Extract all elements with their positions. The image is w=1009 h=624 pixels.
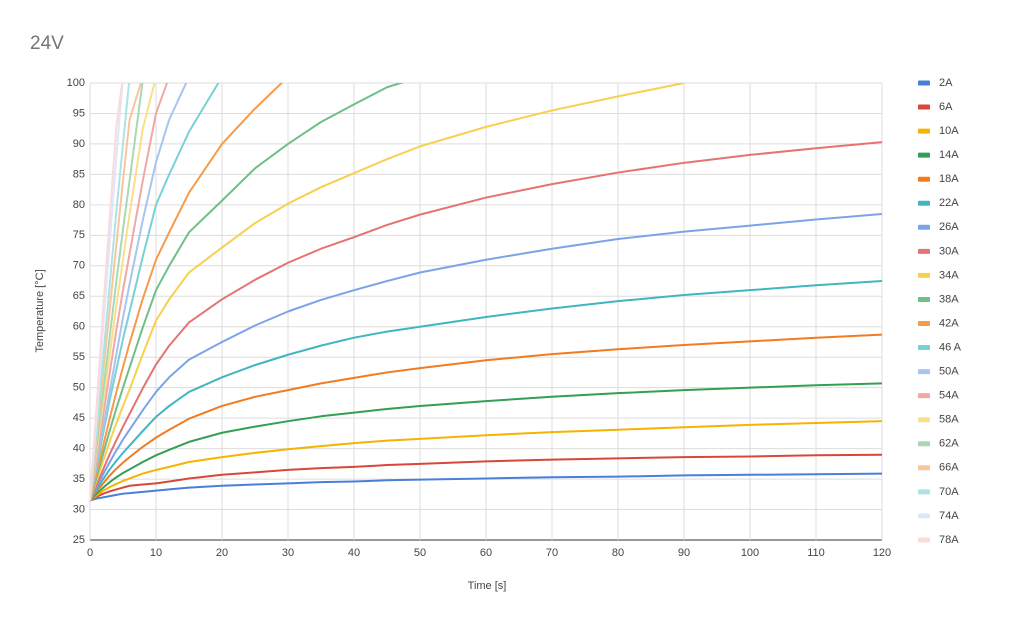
legend-swatch [918, 224, 930, 230]
legend-label: 26A [939, 221, 959, 233]
y-tick-label: 85 [73, 168, 85, 180]
legend: 2A 6A 10A 14A 18A 22A 26A 30A 34A 38A 42A 46 A 50A 54… [918, 77, 962, 546]
y-tick-label: 90 [73, 138, 85, 150]
legend-swatch [918, 465, 930, 471]
legend-swatch [918, 128, 930, 134]
x-tick-label: 20 [216, 547, 228, 559]
series-line [90, 333, 882, 501]
y-tick-label: 50 [73, 382, 85, 394]
series-line [90, 141, 882, 501]
grid: 25 30 35 40 45 50 55 60 65 70 75 80 85 90 95 100 0 10 20 30… [67, 77, 892, 559]
x-tick-label: 40 [348, 547, 360, 559]
y-tick-label: 35 [73, 473, 85, 485]
legend-swatch [918, 369, 930, 375]
legend-label: 42A [939, 317, 959, 329]
series-line [90, 83, 685, 501]
series-line [90, 382, 882, 502]
y-tick-label: 95 [73, 107, 85, 119]
legend-label: 70A [939, 486, 959, 498]
legend-label: 58A [939, 414, 959, 426]
series-line [90, 83, 284, 501]
y-tick-label: 100 [67, 77, 85, 89]
legend-swatch [918, 80, 930, 86]
series-line [90, 420, 882, 502]
legend-label: 74A [939, 510, 959, 522]
y-tick-label: 70 [73, 260, 85, 272]
legend-swatch [918, 441, 930, 447]
legend-label: 50A [939, 366, 959, 378]
series-line [90, 280, 882, 501]
y-tick-label: 25 [73, 534, 85, 546]
series-line [90, 472, 882, 502]
legend-swatch [918, 513, 930, 519]
series-line [90, 83, 188, 501]
y-tick-label: 40 [73, 443, 85, 455]
y-tick-label: 65 [73, 290, 85, 302]
series-line [90, 83, 124, 501]
legend-label: 30A [939, 245, 959, 257]
y-tick-label: 55 [73, 351, 85, 363]
x-tick-label: 60 [480, 547, 492, 559]
y-axis-label: Temperature [°C] [34, 269, 46, 352]
legend-swatch [918, 200, 930, 206]
legend-swatch [918, 489, 930, 495]
x-tick-label: 50 [414, 547, 426, 559]
series-line [90, 83, 144, 501]
legend-swatch [918, 152, 930, 158]
legend-swatch [918, 393, 930, 399]
y-tick-label: 30 [73, 503, 85, 515]
y-tick-label: 80 [73, 199, 85, 211]
legend-swatch [918, 104, 930, 110]
plot-lines [90, 83, 882, 502]
legend-label: 46 A [939, 341, 962, 353]
series-line [90, 213, 882, 501]
x-tick-label: 10 [150, 547, 162, 559]
legend-label: 78A [939, 534, 959, 546]
legend-label: 66A [939, 462, 959, 474]
x-tick-label: 100 [741, 547, 759, 559]
y-tick-label: 45 [73, 412, 85, 424]
legend-label: 38A [939, 293, 959, 305]
legend-label: 10A [939, 125, 959, 137]
x-tick-label: 110 [807, 547, 825, 559]
legend-label: 2A [939, 77, 953, 89]
y-tick-label: 60 [73, 321, 85, 333]
legend-label: 6A [939, 101, 953, 113]
legend-swatch [918, 417, 930, 423]
legend-label: 14A [939, 149, 959, 161]
legend-swatch [918, 537, 930, 543]
x-tick-label: 120 [873, 547, 891, 559]
legend-label: 18A [939, 173, 959, 185]
y-tick-label: 75 [73, 229, 85, 241]
legend-swatch [918, 296, 930, 302]
legend-swatch [918, 272, 930, 278]
x-tick-label: 30 [282, 547, 294, 559]
legend-label: 62A [939, 438, 959, 450]
x-tick-label: 80 [612, 547, 624, 559]
legend-swatch [918, 248, 930, 254]
legend-swatch [918, 176, 930, 182]
legend-swatch [918, 321, 930, 326]
series-line [90, 83, 404, 501]
legend-swatch [918, 345, 930, 351]
x-tick-label: 0 [87, 547, 93, 559]
legend-label: 34A [939, 269, 959, 281]
x-axis-label: Time [s] [468, 580, 507, 592]
series-line [90, 83, 169, 501]
x-tick-label: 70 [546, 547, 558, 559]
legend-label: 22A [939, 197, 959, 209]
legend-label: 54A [939, 390, 959, 402]
chart-title: 24V [30, 33, 64, 54]
x-tick-label: 90 [678, 547, 690, 559]
series-line [90, 453, 882, 502]
